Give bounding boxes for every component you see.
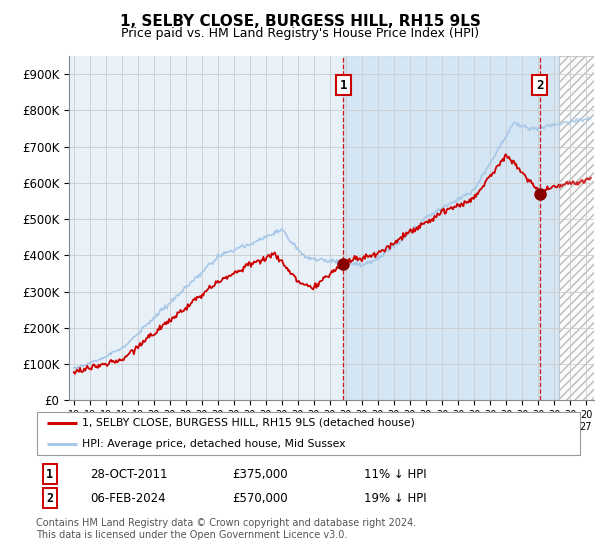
Text: 1, SELBY CLOSE, BURGESS HILL, RH15 9LS: 1, SELBY CLOSE, BURGESS HILL, RH15 9LS <box>119 14 481 29</box>
Text: 11% ↓ HPI: 11% ↓ HPI <box>364 468 426 480</box>
Text: 1: 1 <box>340 78 347 91</box>
Text: 06-FEB-2024: 06-FEB-2024 <box>91 492 166 505</box>
Text: 2: 2 <box>46 492 53 505</box>
FancyBboxPatch shape <box>37 412 580 455</box>
Bar <box>343 56 559 400</box>
Text: £570,000: £570,000 <box>233 492 288 505</box>
Text: 1: 1 <box>46 468 53 480</box>
Text: 28-OCT-2011: 28-OCT-2011 <box>91 468 168 480</box>
Text: 19% ↓ HPI: 19% ↓ HPI <box>364 492 426 505</box>
Bar <box>559 56 594 400</box>
Text: HPI: Average price, detached house, Mid Sussex: HPI: Average price, detached house, Mid … <box>82 439 346 449</box>
Text: 1, SELBY CLOSE, BURGESS HILL, RH15 9LS (detached house): 1, SELBY CLOSE, BURGESS HILL, RH15 9LS (… <box>82 418 415 428</box>
Text: £375,000: £375,000 <box>233 468 288 480</box>
Text: 2: 2 <box>536 78 544 91</box>
Text: Contains HM Land Registry data © Crown copyright and database right 2024.
This d: Contains HM Land Registry data © Crown c… <box>36 518 416 540</box>
Text: Price paid vs. HM Land Registry's House Price Index (HPI): Price paid vs. HM Land Registry's House … <box>121 27 479 40</box>
